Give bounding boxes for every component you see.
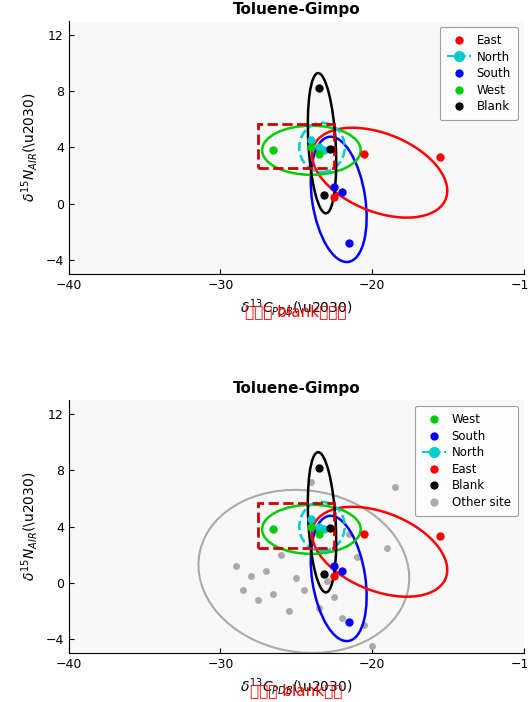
- Y-axis label: $\delta^{15}N_{AIR}$(\u2030): $\delta^{15}N_{AIR}$(\u2030): [19, 93, 40, 202]
- Bar: [258, 124, 334, 168]
- X-axis label: $\delta^{13}C_{PDB}$(\u2030): $\delta^{13}C_{PDB}$(\u2030): [240, 297, 352, 318]
- Bar: [258, 503, 334, 548]
- Text: 타지역 blank포함: 타지역 blank포함: [250, 683, 342, 698]
- Legend: West, South, North, East, Blank, Other site: West, South, North, East, Blank, Other s…: [415, 406, 518, 516]
- Title: Toluene-Gimpo: Toluene-Gimpo: [232, 381, 360, 396]
- Text: 타지역 blank비포함: 타지역 blank비포함: [245, 304, 347, 319]
- Title: Toluene-Gimpo: Toluene-Gimpo: [232, 2, 360, 17]
- Y-axis label: $\delta^{15}N_{AIR}$(\u2030): $\delta^{15}N_{AIR}$(\u2030): [19, 472, 40, 581]
- Legend: East, North, South, West, Blank: East, North, South, West, Blank: [440, 27, 518, 120]
- X-axis label: $\delta^{13}C_{PDB}$(\u2030): $\delta^{13}C_{PDB}$(\u2030): [240, 676, 352, 697]
